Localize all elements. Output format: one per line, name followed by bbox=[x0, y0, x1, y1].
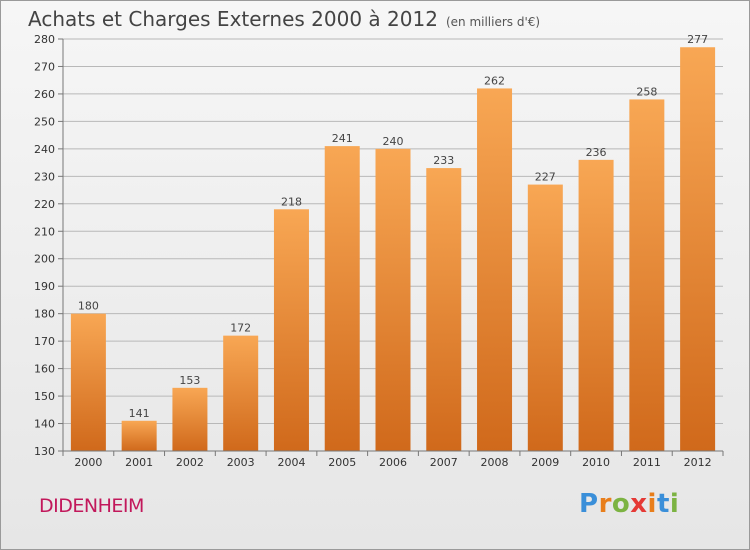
y-tick-label: 220 bbox=[34, 198, 55, 211]
bar-2004 bbox=[273, 209, 309, 451]
y-tick-label: 260 bbox=[34, 88, 55, 101]
value-label-2011: 258 bbox=[636, 85, 657, 98]
value-label-2003: 172 bbox=[230, 322, 251, 335]
bar-2007 bbox=[426, 168, 462, 452]
x-tick-label-2009: 2009 bbox=[531, 456, 559, 469]
bar-2009 bbox=[527, 184, 563, 451]
y-tick-label: 240 bbox=[34, 143, 55, 156]
chart-subtitle: (en milliers d'€) bbox=[445, 15, 541, 29]
x-tick-label-2010: 2010 bbox=[582, 456, 610, 469]
x-tick-label-2003: 2003 bbox=[227, 456, 255, 469]
y-tick-label: 250 bbox=[34, 115, 55, 128]
y-tick-label: 170 bbox=[34, 335, 55, 348]
bar-2008 bbox=[477, 88, 513, 451]
y-tick-label: 190 bbox=[34, 280, 55, 293]
bar-2001 bbox=[121, 420, 157, 451]
y-tick-label: 150 bbox=[34, 390, 55, 403]
chart-title-text: Achats et Charges Externes 2000 à 2012 bbox=[28, 7, 438, 31]
bar-2002 bbox=[172, 387, 208, 451]
x-tick-label-2011: 2011 bbox=[633, 456, 661, 469]
value-label-2006: 240 bbox=[383, 135, 404, 148]
x-tick-label-2000: 2000 bbox=[74, 456, 102, 469]
x-tick-label-2006: 2006 bbox=[379, 456, 407, 469]
y-tick-label: 210 bbox=[34, 225, 55, 238]
y-tick-label: 160 bbox=[34, 363, 55, 376]
value-label-2001: 141 bbox=[129, 407, 150, 420]
y-axis-ticks: 130 140 150 160 170 180 190 200 210 220 230 240 250 2… bbox=[34, 33, 63, 458]
proxiti-logo: Proxiti bbox=[579, 489, 680, 519]
x-tick-label-2012: 2012 bbox=[684, 456, 712, 469]
value-label-2002: 153 bbox=[179, 374, 200, 387]
value-label-2012: 277 bbox=[687, 33, 708, 46]
y-tick-label: 270 bbox=[34, 60, 55, 73]
value-label-2004: 218 bbox=[281, 195, 302, 208]
x-tick-label-2001: 2001 bbox=[125, 456, 153, 469]
value-label-2000: 180 bbox=[78, 300, 99, 313]
y-tick-label: 230 bbox=[34, 170, 55, 183]
value-label-2008: 262 bbox=[484, 74, 505, 87]
x-tick-label-2004: 2004 bbox=[277, 456, 305, 469]
x-tick-label-2005: 2005 bbox=[328, 456, 356, 469]
bar-2006 bbox=[375, 148, 411, 451]
bar-2011 bbox=[629, 99, 665, 451]
bar-2005 bbox=[324, 146, 360, 451]
value-label-2009: 227 bbox=[535, 171, 556, 184]
value-label-2005: 241 bbox=[332, 132, 353, 145]
y-tick-label: 140 bbox=[34, 418, 55, 431]
value-label-2007: 233 bbox=[433, 154, 454, 167]
bars: 180 141 153 172 218 241 240 233 262 227 236 258 277 bbox=[70, 33, 716, 452]
value-label-2010: 236 bbox=[586, 146, 607, 159]
bar-2010 bbox=[578, 159, 614, 451]
bar-2000 bbox=[70, 313, 106, 451]
y-tick-label: 200 bbox=[34, 253, 55, 266]
bar-2003 bbox=[223, 335, 259, 451]
x-tick-label-2002: 2002 bbox=[176, 456, 204, 469]
x-tick-label-2008: 2008 bbox=[481, 456, 509, 469]
chart-title: Achats et Charges Externes 2000 à 2012 (e… bbox=[28, 7, 540, 31]
x-tick-label-2007: 2007 bbox=[430, 456, 458, 469]
y-tick-label: 180 bbox=[34, 308, 55, 321]
location-label: DIDENHEIM bbox=[39, 495, 144, 517]
y-tick-label: 130 bbox=[34, 445, 55, 458]
bar-2012 bbox=[680, 47, 716, 452]
x-axis-ticks: 2000 2001 2002 2003 2004 2005 2006 2007 2008 2009… bbox=[62, 451, 724, 469]
axes bbox=[62, 39, 723, 452]
y-tick-label: 280 bbox=[34, 33, 55, 46]
